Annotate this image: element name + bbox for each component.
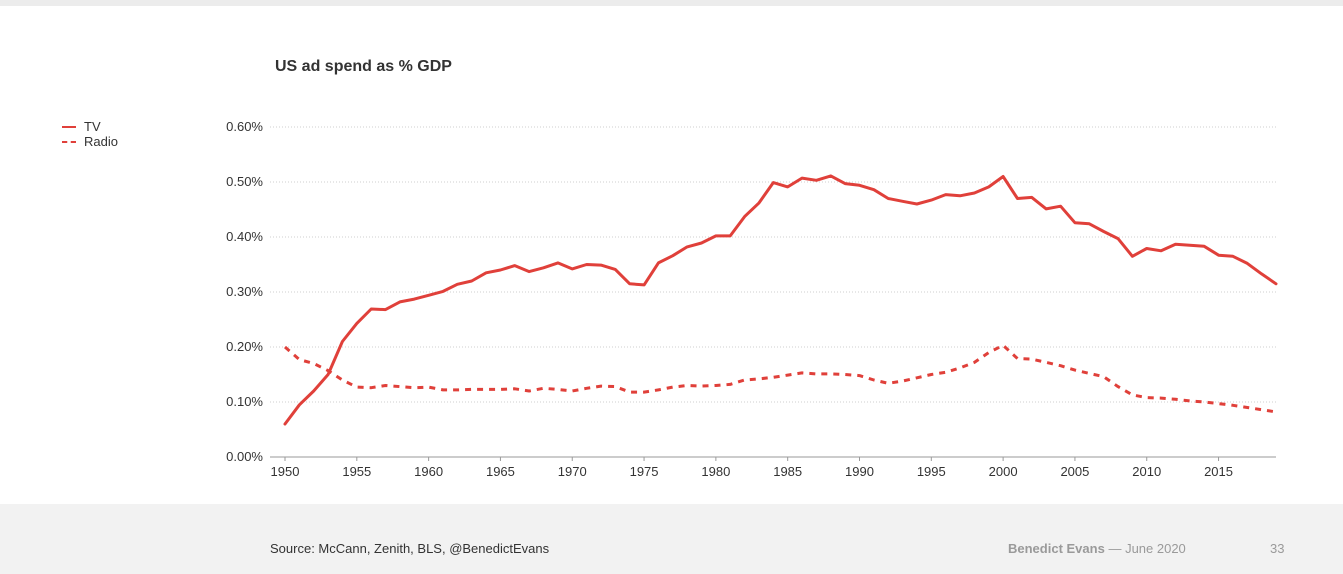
- source-note: Source: McCann, Zenith, BLS, @BenedictEv…: [270, 541, 550, 556]
- footer: Source: McCann, Zenith, BLS, @BenedictEv…: [0, 504, 1343, 574]
- x-tick-label: 1950: [271, 464, 300, 479]
- line-chart: 0.00% 0.10% 0.20% 0.30% 0.40% 0.50% 0.60% 1950 1…: [226, 119, 1278, 479]
- x-tick-label: 1955: [342, 464, 371, 479]
- y-tick-label: 0.00%: [226, 449, 263, 464]
- chart-title: US ad spend as % GDP: [275, 58, 452, 75]
- x-tick-label: 2005: [1060, 464, 1089, 479]
- page-number: 33: [1270, 541, 1285, 556]
- y-tick-label: 0.20%: [226, 339, 263, 354]
- publish-date: — June 2020: [1108, 541, 1186, 556]
- series-line-tv: [283, 174, 1278, 426]
- y-tick-label: 0.30%: [226, 284, 263, 299]
- x-tick-label: 1995: [917, 464, 946, 479]
- x-tick-label: 1985: [773, 464, 802, 479]
- legend-swatch-solid: [62, 125, 76, 128]
- x-tick-label: 2000: [989, 464, 1018, 479]
- legend-label-radio: Radio: [84, 134, 118, 149]
- x-tick-label: 1980: [701, 464, 730, 479]
- x-tick-label: 1970: [558, 464, 587, 479]
- credit: Benedict Evans — June 2020: [1008, 541, 1186, 556]
- legend-label-tv: TV: [84, 119, 101, 134]
- x-tick-label: 1965: [486, 464, 515, 479]
- chart-legend: TV Radio: [62, 119, 118, 149]
- x-tick-label: 2010: [1132, 464, 1161, 479]
- y-tick-label: 0.40%: [226, 229, 263, 244]
- top-strip: [0, 0, 1343, 6]
- legend-item-tv: TV: [62, 119, 118, 134]
- y-tick-label: 0.50%: [226, 174, 263, 189]
- author-name: Benedict Evans: [1008, 541, 1105, 556]
- y-tick-label: 0.10%: [226, 394, 263, 409]
- legend-item-radio: Radio: [62, 134, 118, 149]
- x-tick-label: 1990: [845, 464, 874, 479]
- y-tick-label: 0.60%: [226, 119, 263, 134]
- x-tick-label: 1975: [630, 464, 659, 479]
- x-tick-label: 1960: [414, 464, 443, 479]
- x-tick-label: 2015: [1204, 464, 1233, 479]
- legend-swatch-dashed: [62, 140, 76, 143]
